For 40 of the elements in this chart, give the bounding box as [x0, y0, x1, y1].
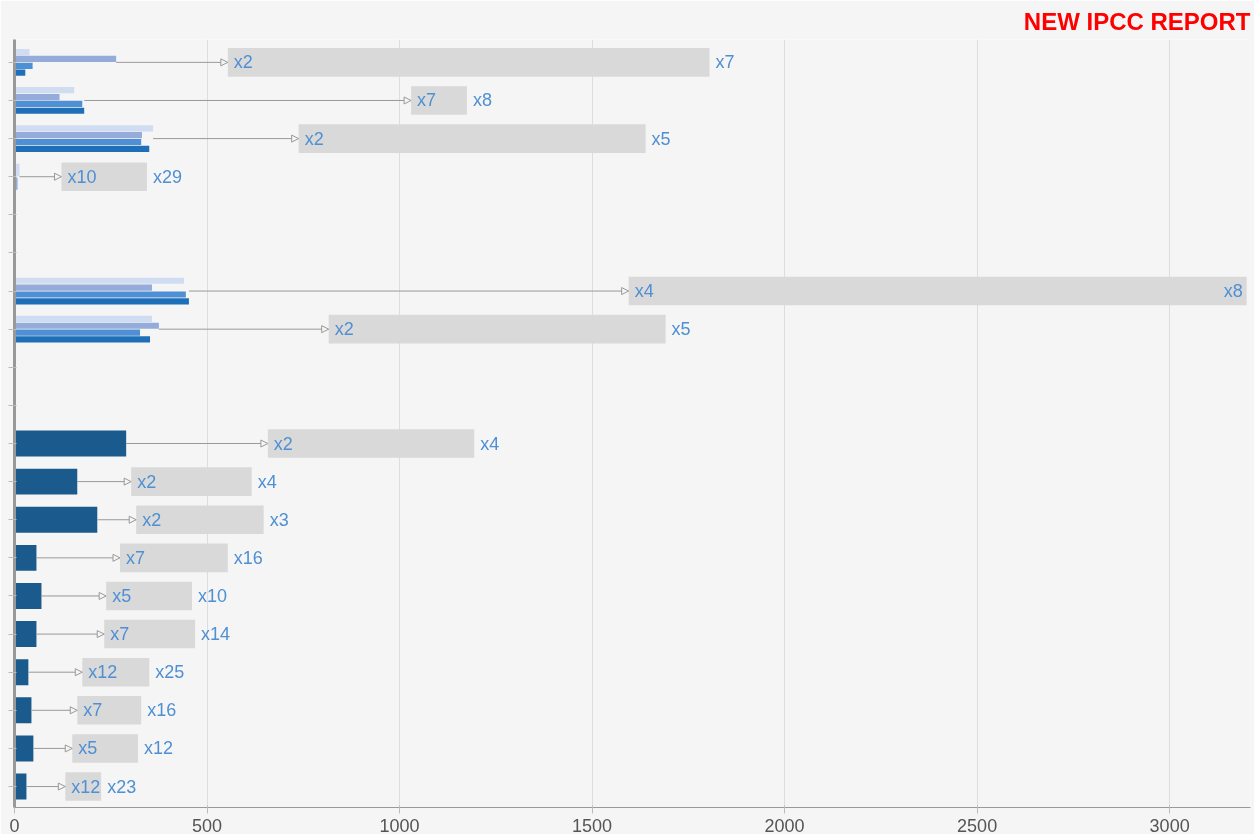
x-tick-label: 1000 [379, 815, 420, 834]
annotation: x2 [142, 509, 162, 530]
x-tick-label: 2500 [957, 815, 998, 834]
data-label: x5 [671, 319, 691, 340]
data-label: x4 [480, 433, 500, 454]
annotation: x10 [67, 166, 97, 187]
annotation: x7 [126, 547, 146, 568]
annotation: x7 [110, 624, 130, 645]
data-label: x8 [472, 90, 492, 111]
annotation: x12 [71, 776, 101, 797]
annotation: x2 [334, 319, 354, 340]
data-label: x16 [233, 547, 263, 568]
data-label: x4 [257, 471, 277, 492]
annotation: x2 [137, 471, 157, 492]
data-label: x5 [651, 128, 671, 149]
x-tick-label: 3000 [1149, 815, 1190, 834]
x-tick-label: 2000 [764, 815, 805, 834]
data-label: x16 [147, 700, 177, 721]
data-label: x12 [144, 738, 174, 759]
chart-title: NEW IPCC REPORT [1023, 7, 1251, 35]
annotation: x2 [273, 433, 293, 454]
data-label: x14 [201, 624, 231, 645]
x-tick-label: 500 [192, 815, 223, 834]
annotation: x7 [83, 700, 103, 721]
x-tick-label: 1500 [572, 815, 613, 834]
data-label: x29 [152, 166, 182, 187]
annotation: x5 [112, 585, 132, 606]
x-tick-label: 0 [9, 815, 20, 834]
annotation: x2 [304, 128, 324, 149]
annotation: x5 [78, 738, 98, 759]
data-label: x25 [155, 662, 185, 683]
data-label: x8 [1223, 281, 1243, 302]
data-label: x23 [107, 776, 137, 797]
annotation: x7 [417, 90, 437, 111]
data-label: x3 [269, 509, 289, 530]
annotation: x2 [233, 52, 253, 73]
data-label: x7 [715, 52, 735, 73]
data-label: x10 [198, 585, 228, 606]
annotation: x4 [634, 281, 654, 302]
annotation: x12 [88, 662, 118, 683]
